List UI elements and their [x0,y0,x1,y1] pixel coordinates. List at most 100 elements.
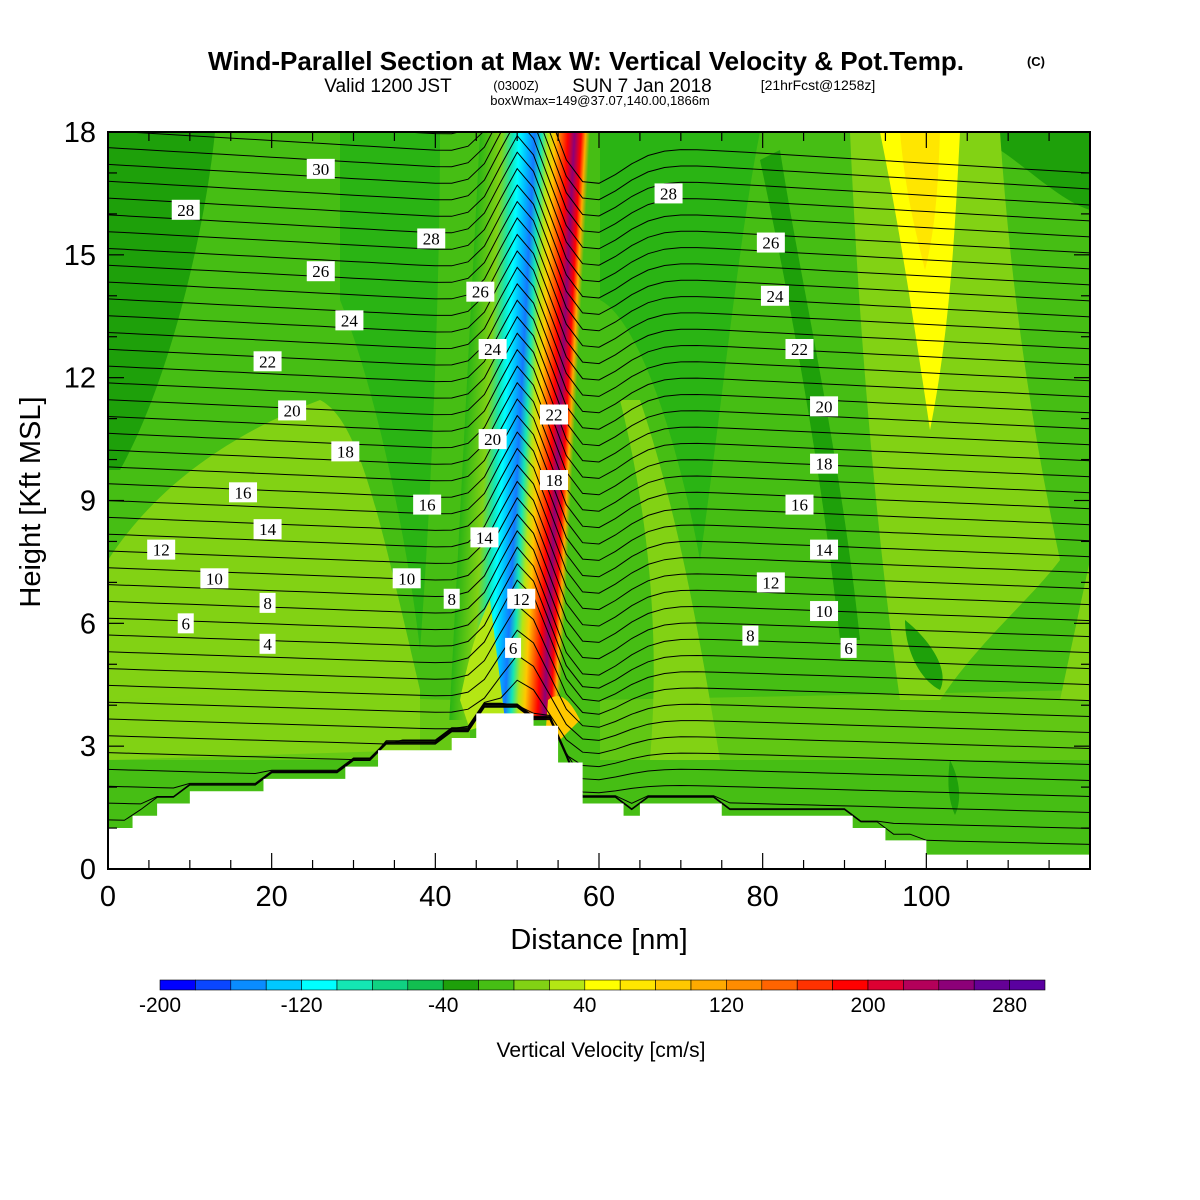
x-tick-label: 0 [100,881,116,913]
contour-label: 24 [335,310,364,331]
colorbar-tick-labels: -200 -120 -40 40 120 200 280 [139,994,1027,1017]
contour-label: 6 [177,613,194,634]
colorbar-tick-label: -200 [139,994,181,1017]
colorbar-swatch [584,979,621,991]
colorbar-swatch [655,979,692,991]
theta-contour-line [108,184,1090,315]
svg-text:24: 24 [766,287,784,306]
theta-contour-line [108,513,1090,643]
theta-contour-line [108,381,1090,512]
colorbar-swatch [796,979,833,991]
theta-contour-line [108,480,1090,611]
colorbar-swatch [478,979,515,991]
theta-contour-line [108,464,1090,594]
colorbar-swatch [938,979,975,991]
colorbar [159,979,1046,991]
svg-text:14: 14 [816,541,834,560]
colorbar-swatch [513,979,550,991]
theta-contour-line [108,332,1090,463]
theta-contour-line [108,604,1090,715]
contour-label: 8 [443,588,460,609]
contour-label: 22 [253,351,282,372]
theta-contour-line [108,132,1090,233]
theta-contour-line [108,431,1090,561]
x-tick-label: 60 [583,881,615,913]
theta-contour-line [108,132,1090,217]
theta-contour-line [108,266,1090,397]
svg-text:26: 26 [762,234,779,253]
contour-label: 26 [306,261,335,282]
chart-title: Wind-Parallel Section at Max W: Vertical… [208,46,964,76]
svg-text:6: 6 [509,639,518,658]
svg-text:12: 12 [153,541,170,560]
contour-label: 10 [200,568,229,589]
theta-contour-line [108,579,1090,702]
contour-label: 18 [810,453,839,474]
svg-text:28: 28 [423,229,440,248]
svg-text:26: 26 [472,283,489,302]
contour-label: 28 [171,199,200,220]
svg-text:20: 20 [484,430,501,449]
colorbar-swatch [832,979,869,991]
valid-date: SUN 7 Jan 2018 [572,76,711,97]
svg-text:14: 14 [476,528,494,547]
contour-label: 18 [539,470,568,491]
theta-contour-line [108,703,1090,781]
contour-label: 16 [413,494,442,515]
contour-label: 26 [756,232,785,253]
copyright-mark: (C) [1027,54,1045,69]
colorbar-swatch [1009,979,1046,991]
y-tick-label: 12 [64,363,96,395]
svg-text:20: 20 [284,401,301,420]
svg-text:22: 22 [259,352,276,371]
svg-text:4: 4 [263,635,272,654]
theta-contour-line [108,299,1090,430]
contour-label: 16 [229,482,258,503]
colorbar-tick-label: 200 [850,994,885,1017]
theta-contour-line [108,348,1090,479]
svg-text:8: 8 [263,594,272,613]
svg-text:28: 28 [177,201,194,220]
contour-label: 8 [259,592,276,613]
theta-contour-line [108,250,1090,381]
theta-contour-line [108,315,1090,447]
theta-contour-line [108,365,1090,496]
colorbar-swatch [549,979,586,991]
valid-prefix: Valid 1200 JST [324,76,452,97]
contour-label: 30 [306,158,335,179]
svg-text:8: 8 [447,590,456,609]
colorbar-tick-label: -40 [428,994,458,1017]
svg-text:10: 10 [398,569,415,588]
theta-contour-line [108,654,1090,741]
theta-contour-line [108,629,1090,728]
contour-label: 10 [810,601,839,622]
theta-contour-line [399,132,1090,184]
x-tick-label: 20 [256,881,288,913]
contour-label: 14 [253,519,282,540]
box-info: boxWmax=149@37.07,140.00,1866m [490,93,710,108]
svg-text:6: 6 [844,639,853,658]
valid-utc: (0300Z) [493,78,539,93]
y-tick-label: 0 [80,854,96,886]
theta-contour-line [108,414,1090,545]
theta-contour-line [108,217,1090,348]
colorbar-swatch [372,979,409,991]
svg-text:16: 16 [791,496,808,515]
theta-contour-line [108,134,1090,266]
y-tick-label: 6 [80,608,96,640]
contour-label: 24 [760,285,789,306]
theta-contour-line [108,497,1090,627]
colorbar-swatch [903,979,940,991]
theta-contour-line [108,704,1090,797]
contour-label: 28 [654,183,683,204]
forecast-info: [21hrFcst@1258z] [761,77,876,93]
colorbar-swatch [973,979,1010,991]
colorbar-tick-label: 280 [992,994,1027,1017]
y-tick-label: 18 [64,117,96,149]
svg-text:10: 10 [816,602,833,621]
contour-label: 14 [470,527,499,548]
terrain-mask [108,713,1090,869]
contour-label: 16 [785,494,814,515]
colorbar-swatch [336,979,373,991]
